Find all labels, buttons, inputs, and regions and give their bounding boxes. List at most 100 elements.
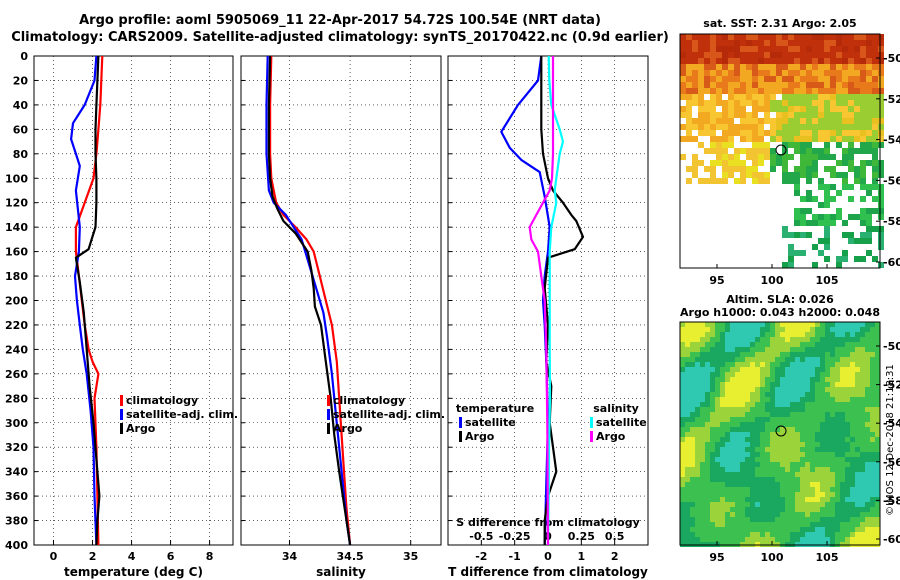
- sst-cell: [854, 100, 860, 106]
- sla-cell: [845, 362, 850, 367]
- sla-cell: [725, 412, 730, 417]
- sla-cell: [795, 522, 800, 527]
- sst-cell: [800, 88, 806, 94]
- sst-cell: [782, 262, 788, 268]
- sla-cell: [795, 347, 800, 352]
- sst-cell: [716, 70, 722, 76]
- sla-cell: [710, 337, 715, 342]
- sst-cell: [752, 46, 758, 52]
- map-y-tick-label: -56: [883, 456, 900, 469]
- sla-cell: [710, 502, 715, 507]
- sst-cell: [878, 76, 884, 82]
- sla-cell: [705, 402, 710, 407]
- sla-cell: [825, 407, 830, 412]
- sla-cell: [715, 452, 720, 457]
- sla-cell: [830, 377, 835, 382]
- sla-cell: [740, 477, 745, 482]
- sla-cell: [740, 492, 745, 497]
- sla-cell: [680, 322, 685, 327]
- sla-cell: [750, 462, 755, 467]
- sst-cell: [716, 58, 722, 64]
- sla-cell: [850, 412, 855, 417]
- sla-cell: [680, 397, 685, 402]
- sla-cell: [750, 407, 755, 412]
- sla-cell: [750, 422, 755, 427]
- sst-cell: [836, 100, 842, 106]
- sst-cell: [788, 232, 794, 238]
- sla-cell: [690, 412, 695, 417]
- sla-cell: [745, 362, 750, 367]
- sla-cell: [790, 532, 795, 537]
- sla-cell: [865, 357, 870, 362]
- sla-cell: [700, 382, 705, 387]
- sst-cell: [830, 70, 836, 76]
- sla-cell: [780, 452, 785, 457]
- sla-cell: [735, 372, 740, 377]
- sla-cell: [695, 452, 700, 457]
- sst-cell: [704, 100, 710, 106]
- sla-cell: [800, 372, 805, 377]
- sst-cell: [818, 154, 824, 160]
- sst-cell: [860, 46, 866, 52]
- sla-cell: [795, 537, 800, 542]
- sla-cell: [820, 507, 825, 512]
- sst-cell: [860, 172, 866, 178]
- sla-cell: [845, 337, 850, 342]
- sla-cell: [840, 447, 845, 452]
- sla-cell: [735, 477, 740, 482]
- sla-cell: [835, 427, 840, 432]
- sla-cell: [795, 417, 800, 422]
- sla-cell: [805, 327, 810, 332]
- sst-cell: [824, 148, 830, 154]
- sst-cell: [824, 142, 830, 148]
- sla-cell: [715, 417, 720, 422]
- sst-cell: [692, 58, 698, 64]
- sla-cell: [715, 507, 720, 512]
- sla-cell: [845, 342, 850, 347]
- sla-cell: [745, 402, 750, 407]
- sla-cell: [820, 417, 825, 422]
- sst-cell: [710, 46, 716, 52]
- sla-cell: [870, 527, 875, 532]
- sst-cell: [734, 40, 740, 46]
- sla-cell: [850, 432, 855, 437]
- sst-cell: [866, 112, 872, 118]
- sla-cell: [720, 402, 725, 407]
- sla-cell: [760, 497, 765, 502]
- sla-cell: [865, 442, 870, 447]
- sla-cell: [860, 337, 865, 342]
- sla-cell: [825, 502, 830, 507]
- sla-cell: [755, 417, 760, 422]
- sla-cell: [770, 422, 775, 427]
- sla-cell: [820, 467, 825, 472]
- sla-cell: [745, 467, 750, 472]
- sla-cell: [815, 342, 820, 347]
- sla-cell: [835, 457, 840, 462]
- sla-cell: [775, 457, 780, 462]
- sst-cell: [770, 100, 776, 106]
- sla-cell: [790, 372, 795, 377]
- sla-cell: [795, 407, 800, 412]
- sla-cell: [805, 432, 810, 437]
- sla-cell: [785, 387, 790, 392]
- sst-cell: [866, 142, 872, 148]
- title-line-2: Climatology: CARS2009. Satellite-adjuste…: [11, 30, 669, 45]
- sla-cell: [825, 392, 830, 397]
- sla-cell: [870, 502, 875, 507]
- sla-cell: [770, 497, 775, 502]
- sst-cell: [866, 70, 872, 76]
- sla-cell: [875, 322, 880, 327]
- sst-cell: [824, 58, 830, 64]
- sst-cell: [848, 94, 854, 100]
- series-line-satellite-adj-clim-: [265, 55, 352, 546]
- sla-cell: [735, 392, 740, 397]
- sla-cell: [830, 352, 835, 357]
- sst-cell: [866, 232, 872, 238]
- sla-cell: [685, 477, 690, 482]
- sla-cell: [785, 347, 790, 352]
- sla-cell: [855, 352, 860, 357]
- sst-cell: [716, 82, 722, 88]
- sst-cell: [860, 238, 866, 244]
- sla-cell: [680, 492, 685, 497]
- sla-cell: [780, 502, 785, 507]
